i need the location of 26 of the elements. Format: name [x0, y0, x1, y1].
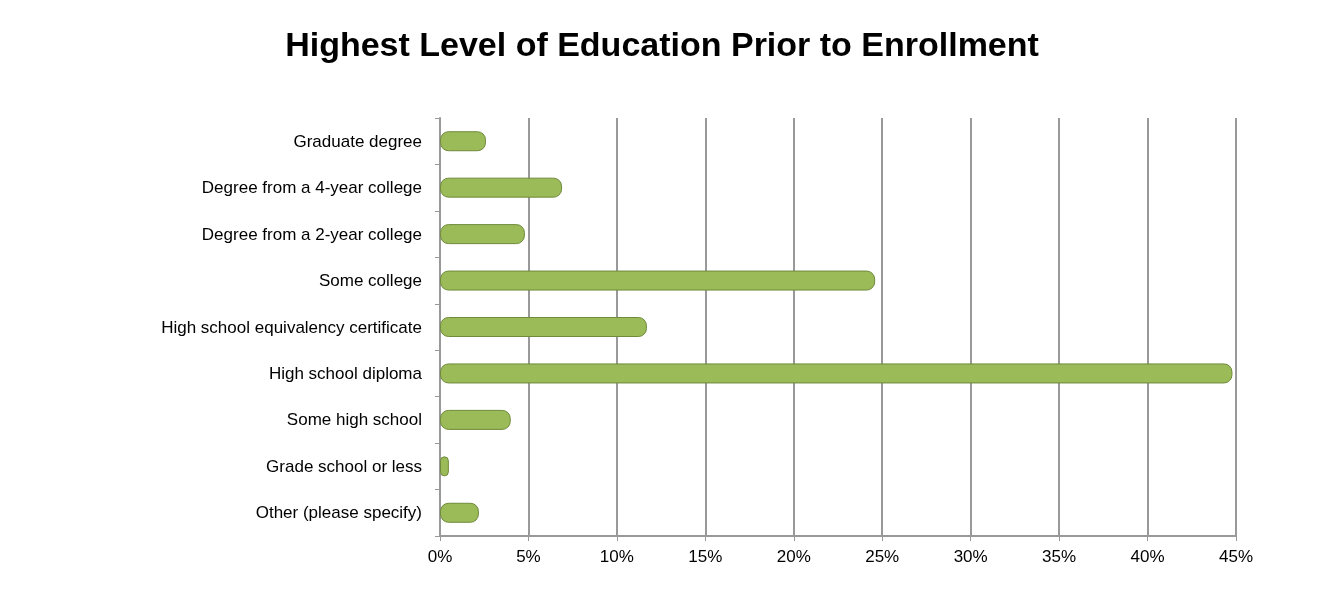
y-tick-label: Other (please specify) [255, 503, 422, 523]
chart-title: Highest Level of Education Prior to Enrollment [285, 25, 1039, 63]
y-tick-label: Some college [318, 271, 422, 291]
bar [440, 409, 511, 430]
y-tick-label: Graduate degree [293, 131, 422, 151]
y-tick-label: High school diploma [268, 363, 423, 383]
bar [440, 177, 563, 198]
y-tick-label: Degree from a 4-year college [201, 178, 422, 198]
x-tick-label: 40% [1130, 547, 1165, 566]
x-tick-label: 5% [516, 547, 541, 566]
bar [440, 270, 876, 291]
x-tick-label: 30% [953, 547, 988, 566]
x-tick-label: 25% [865, 547, 900, 566]
y-tick-label: High school equivalency certificate [161, 317, 422, 337]
x-tick-label: 45% [1218, 547, 1254, 566]
x-tick-label: 15% [688, 547, 723, 566]
x-tick-label: 20% [776, 547, 811, 566]
x-tick-label: 10% [599, 547, 634, 566]
bar [440, 224, 525, 245]
bar [440, 317, 647, 337]
y-tick-label: Grade school or less [266, 456, 422, 476]
bar [440, 363, 1233, 384]
y-tick-label: Some high school [286, 410, 422, 430]
x-tick-label: 35% [1042, 547, 1077, 566]
x-tick-label: 0% [427, 547, 453, 566]
y-tick-label: Degree from a 2-year college [201, 224, 422, 244]
